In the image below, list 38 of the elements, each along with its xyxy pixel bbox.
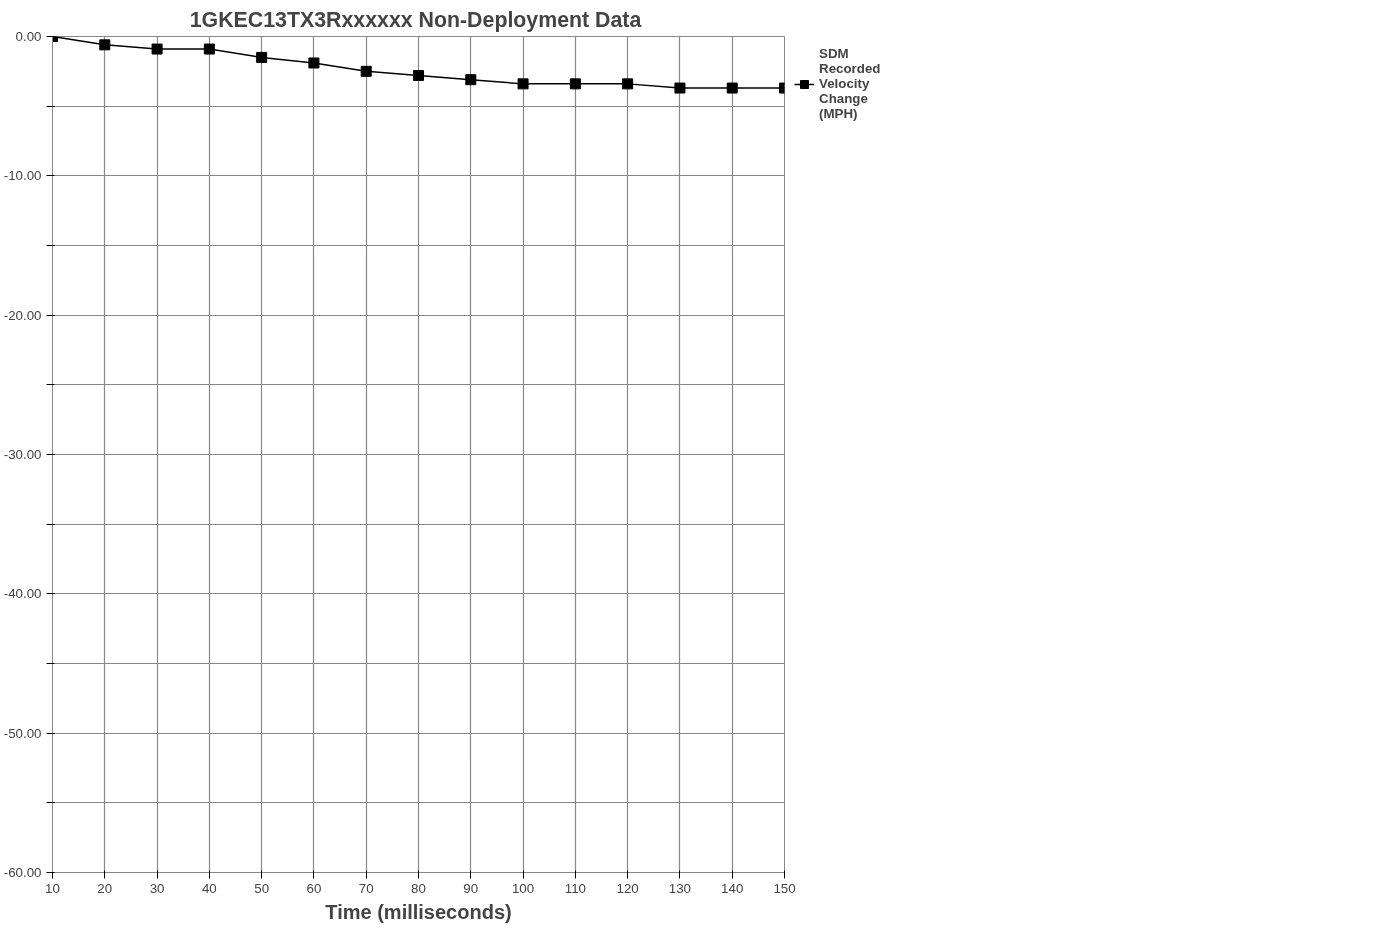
x-tick-label: 60 (306, 880, 322, 896)
point (569, 78, 581, 90)
y-tick-label: -60.00 (3, 865, 42, 880)
x-tick-label: 90 (463, 880, 479, 896)
chart-title: 1GKEC13TX3Rxxxxxx Non-Deployment Data (189, 7, 642, 32)
x-tick-label: 70 (358, 880, 374, 896)
x-tick-label: 10 (45, 880, 60, 896)
x-tick-label: 50 (254, 880, 270, 896)
point (517, 78, 529, 90)
point (726, 82, 738, 94)
y-tick-label: -30.00 (3, 447, 42, 462)
x-tick-label: 40 (201, 880, 217, 896)
point (308, 57, 320, 69)
y-tick-label: -10.00 (3, 168, 42, 184)
point (413, 70, 424, 82)
y-tick-label: -50.00 (3, 725, 42, 741)
x-tick-label: 80 (411, 880, 426, 896)
x-tick-label: 100 (511, 880, 535, 896)
point (203, 43, 215, 55)
point (99, 39, 111, 51)
point (151, 43, 163, 55)
point (465, 74, 477, 86)
y-tick-label: 0.00 (15, 29, 42, 44)
x-tick-label: 130 (668, 880, 692, 896)
x-tick-label: 110 (564, 880, 586, 896)
y-tick-label: -40.00 (3, 586, 42, 602)
x-tick-label: 140 (721, 880, 744, 896)
point (622, 78, 634, 90)
point (256, 51, 268, 63)
x-axis-title: Time (milliseconds) (325, 900, 512, 923)
x-tick-label: 20 (97, 880, 113, 896)
x-tick-label: 30 (149, 880, 165, 896)
x-tick-label: 150 (773, 880, 796, 896)
point (674, 82, 686, 94)
x-tick-label: 120 (616, 880, 639, 896)
legend-label: SDM Recorded Velocity Change (MPH) (819, 46, 881, 121)
point (360, 65, 372, 77)
y-tick-label: -20.00 (3, 307, 42, 323)
